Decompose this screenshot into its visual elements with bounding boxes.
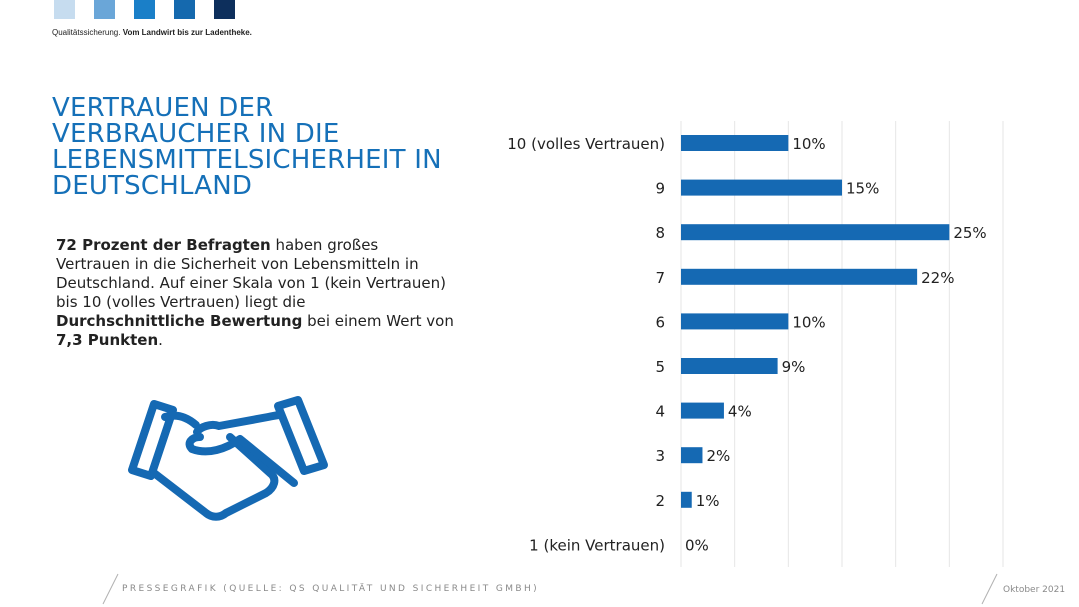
summary-bold-2: Durchschnittliche Bewertung: [56, 312, 303, 330]
footer-date: Oktober 2021: [1003, 585, 1066, 595]
page-title: VERTRAUEN DER VERBRAUCHER IN DIE LEBENSM…: [52, 93, 442, 201]
bar: [681, 224, 950, 241]
data-label: 4%: [728, 403, 752, 421]
swatch-3: [134, 0, 155, 19]
category-label: 4: [655, 403, 665, 421]
category-label: 10 (volles Vertrauen): [507, 135, 665, 153]
footer-source: PRESSEGRAFIK (QUELLE: QS QUALITÄT UND SI…: [122, 584, 540, 594]
category-label: 5: [655, 358, 665, 376]
category-label: 6: [655, 313, 665, 331]
category-label: 7: [655, 269, 665, 287]
category-label: 2: [655, 492, 665, 510]
data-label: 2%: [706, 447, 730, 465]
data-label: 10%: [792, 135, 825, 153]
summary-text: 72 Prozent der Befragten haben großes Ve…: [56, 236, 456, 350]
category-label: 8: [655, 224, 665, 242]
summary-text-2: haben großes Vertrauen in die Sicherheit…: [56, 236, 446, 311]
data-label: 10%: [792, 313, 825, 331]
summary-text-4: .: [158, 331, 163, 349]
bar: [681, 313, 789, 330]
bar: [681, 402, 724, 419]
bar: [681, 491, 692, 508]
bar: [681, 179, 842, 196]
bar: [681, 447, 703, 464]
bar: [681, 268, 918, 285]
summary-text-3: bei einem Wert von: [302, 312, 454, 330]
category-label: 9: [655, 180, 665, 198]
swatch-5: [214, 0, 235, 19]
brand-tagline: Qualitätssicherung. Vom Landwirt bis zur…: [52, 28, 252, 37]
data-label: 9%: [782, 358, 806, 376]
data-label: 1%: [696, 492, 720, 510]
tagline-regular: Qualitätssicherung.: [52, 28, 123, 37]
data-label: 0%: [685, 536, 709, 554]
data-label: 25%: [953, 224, 986, 242]
bar: [681, 135, 789, 151]
summary-bold-3: 7,3 Punkten: [56, 331, 159, 349]
swatch-1: [54, 0, 75, 19]
bar: [681, 358, 778, 374]
swatch-2: [94, 0, 115, 19]
tagline-bold: Vom Landwirt bis zur Ladentheke.: [122, 28, 252, 37]
data-label: 15%: [846, 180, 879, 198]
category-label: 1 (kein Vertrauen): [529, 536, 665, 554]
swatch-4: [174, 0, 195, 19]
handshake-icon: [118, 395, 333, 534]
data-label: 22%: [921, 269, 954, 287]
category-label: 3: [655, 447, 665, 465]
summary-bold-1: 72 Prozent der Befragten: [56, 236, 271, 254]
